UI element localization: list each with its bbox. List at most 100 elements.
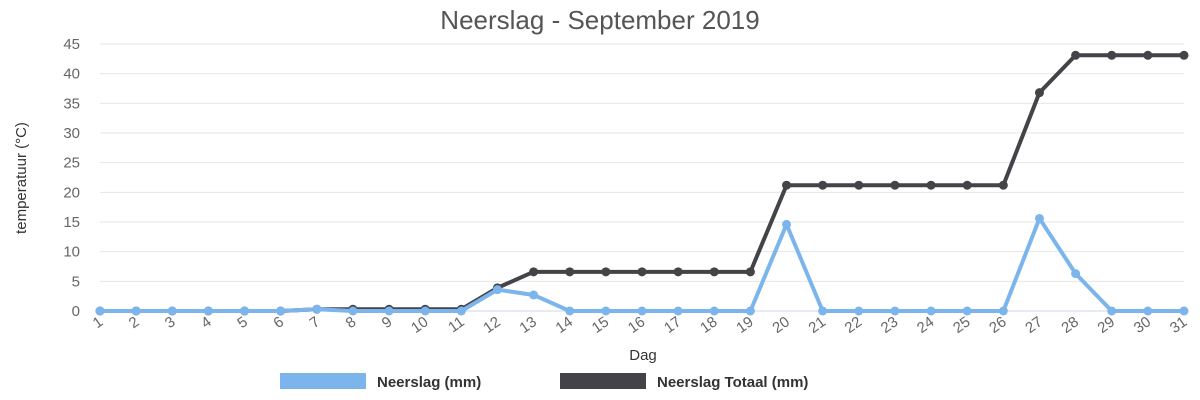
legend-label: Neerslag Totaal (mm)	[657, 374, 808, 391]
x-tick-label: 31	[1167, 313, 1190, 336]
data-point[interactable]	[782, 180, 792, 190]
y-tick-label: 35	[63, 95, 80, 112]
data-point[interactable]	[782, 219, 792, 229]
y-axis-label: temperatuur (°C)	[13, 122, 30, 234]
legend-label: Neerslag (mm)	[377, 374, 481, 391]
data-point[interactable]	[890, 180, 900, 190]
data-point[interactable]	[637, 267, 647, 277]
series-1	[95, 50, 1189, 316]
y-tick-label: 20	[63, 184, 80, 201]
x-axis-ticks: 1 2 3 4 5 6 7 8 9 10 11 12 13 14 15 16 17 18 19 20 21 22 23 24 2…	[90, 313, 1191, 336]
x-tick-label: 4	[198, 313, 215, 332]
data-point[interactable]	[673, 267, 683, 277]
series-0	[95, 213, 1189, 316]
y-tick-label: 10	[63, 244, 80, 261]
data-point[interactable]	[926, 306, 936, 316]
data-point[interactable]	[745, 306, 755, 316]
y-tick-label: 25	[63, 155, 80, 172]
data-point[interactable]	[348, 306, 358, 316]
data-point[interactable]	[709, 306, 719, 316]
data-point[interactable]	[492, 285, 502, 295]
data-point[interactable]	[167, 306, 177, 316]
y-tick-label: 30	[63, 125, 80, 142]
data-point[interactable]	[601, 267, 611, 277]
x-tick-label: 21	[806, 313, 829, 336]
data-point[interactable]	[601, 306, 611, 316]
data-point[interactable]	[529, 290, 539, 300]
x-tick-label: 29	[1095, 313, 1118, 336]
data-point[interactable]	[1143, 306, 1153, 316]
legend-item-1[interactable]: Neerslag Totaal (mm)	[560, 373, 808, 391]
data-point[interactable]	[745, 267, 755, 277]
series-line	[98, 216, 1186, 313]
x-tick-label: 10	[408, 313, 431, 336]
data-point[interactable]	[276, 306, 286, 316]
data-point[interactable]	[1143, 50, 1153, 60]
data-point[interactable]	[1071, 50, 1081, 60]
x-tick-label: 13	[516, 313, 539, 336]
legend[interactable]: Neerslag (mm) Neerslag Totaal (mm)	[280, 373, 808, 391]
x-tick-label: 30	[1131, 313, 1154, 336]
data-point[interactable]	[565, 267, 575, 277]
x-tick-label: 24	[914, 313, 937, 336]
x-tick-label: 28	[1058, 313, 1081, 336]
x-tick-label: 6	[270, 313, 287, 332]
x-tick-label: 2	[126, 313, 143, 332]
x-tick-label: 20	[769, 313, 792, 336]
data-point[interactable]	[420, 306, 430, 316]
x-tick-label: 7	[307, 313, 324, 332]
x-tick-label: 26	[986, 313, 1009, 336]
data-point[interactable]	[1034, 213, 1044, 223]
chart-title: Neerslag - September 2019	[440, 5, 759, 35]
data-point[interactable]	[203, 306, 213, 316]
x-tick-label: 12	[480, 313, 503, 336]
x-tick-label: 15	[589, 313, 612, 336]
y-tick-label: 0	[72, 303, 80, 320]
y-tick-label: 45	[63, 36, 80, 53]
y-tick-label: 5	[72, 273, 80, 290]
x-tick-label: 9	[379, 313, 396, 332]
data-point[interactable]	[240, 306, 250, 316]
data-point[interactable]	[131, 306, 141, 316]
data-point[interactable]	[565, 306, 575, 316]
data-point[interactable]	[818, 306, 828, 316]
data-point[interactable]	[854, 306, 864, 316]
data-point[interactable]	[998, 306, 1008, 316]
data-point[interactable]	[1179, 50, 1189, 60]
data-point[interactable]	[456, 306, 466, 316]
data-point[interactable]	[854, 180, 864, 190]
data-point[interactable]	[95, 306, 105, 316]
data-point[interactable]	[1179, 306, 1189, 316]
data-point[interactable]	[926, 180, 936, 190]
data-point[interactable]	[637, 306, 647, 316]
x-axis-label: Dag	[629, 347, 657, 364]
x-tick-label: 25	[950, 313, 973, 336]
x-tick-label: 17	[661, 313, 684, 336]
data-point[interactable]	[818, 180, 828, 190]
x-tick-label: 3	[162, 313, 179, 332]
data-point[interactable]	[1071, 269, 1081, 279]
data-point[interactable]	[1107, 306, 1117, 316]
legend-item-0[interactable]: Neerslag (mm)	[280, 373, 481, 391]
y-tick-label: 40	[63, 66, 80, 83]
data-point[interactable]	[529, 267, 539, 277]
data-point[interactable]	[312, 304, 322, 314]
legend-swatch	[560, 373, 646, 389]
data-point[interactable]	[673, 306, 683, 316]
data-point[interactable]	[962, 306, 972, 316]
x-tick-label: 1	[90, 313, 107, 332]
x-tick-label: 22	[842, 313, 865, 336]
data-point[interactable]	[962, 180, 972, 190]
data-point[interactable]	[1107, 50, 1117, 60]
data-point[interactable]	[998, 180, 1008, 190]
data-point[interactable]	[709, 267, 719, 277]
x-tick-label: 11	[445, 313, 468, 336]
x-tick-label: 14	[553, 313, 576, 336]
data-point[interactable]	[384, 306, 394, 316]
legend-swatch	[280, 373, 366, 389]
data-point[interactable]	[890, 306, 900, 316]
x-tick-label: 18	[697, 313, 720, 336]
data-point[interactable]	[1034, 88, 1044, 98]
y-axis-ticks: 0 5 10 15 20 25 30 35 40 45	[63, 36, 80, 320]
